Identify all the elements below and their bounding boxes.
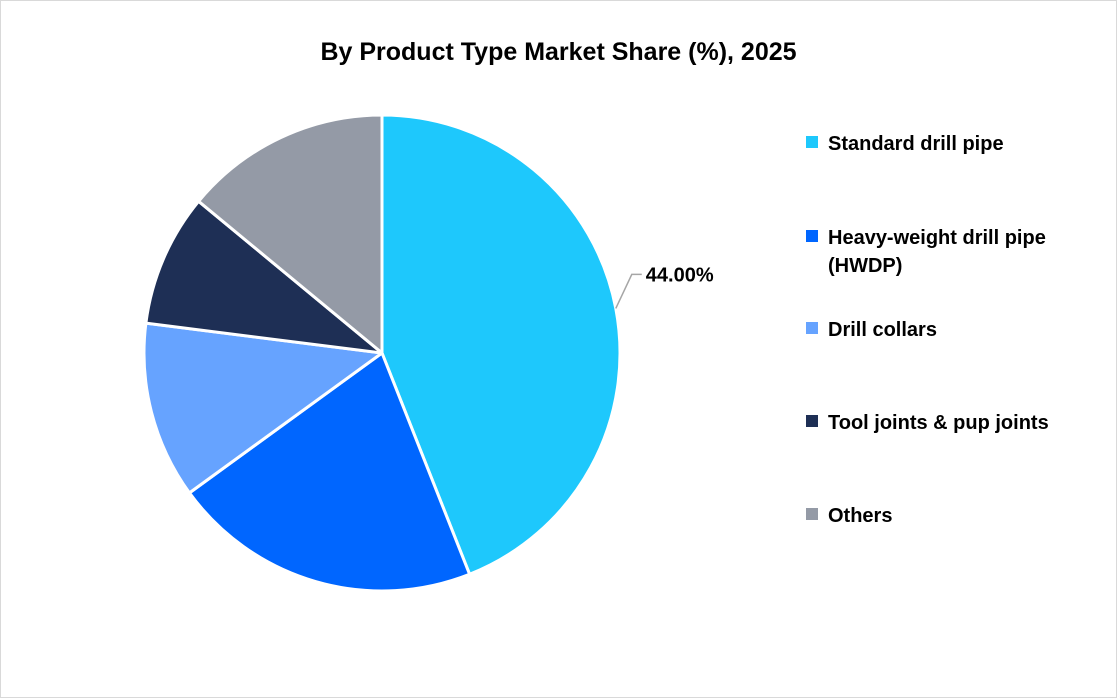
legend-item-drill-collars: Drill collars [806,316,1098,344]
legend-label: Tool joints & pup joints [828,412,1049,434]
data-label-leader-line [615,273,642,309]
pie-slice-others [197,113,384,355]
pie-slice-tool-joints-pup-joints [144,199,384,355]
chart-title: By Product Type Market Share (%), 2025 [320,38,797,66]
pie-slice-heavy-weight-drill-pipe [187,351,472,593]
legend-label: Drill collars [828,319,937,341]
legend-swatch [806,230,818,242]
legend-item-heavy-weight-drill-pipe: Heavy-weight drill pipe (HWDP) [806,224,1098,280]
legend-swatch [806,136,818,148]
legend-item-standard-drill-pipe: Standard drill pipe [806,130,1098,158]
legend-swatch [806,508,818,520]
legend-swatch [806,322,818,334]
legend-label: Heavy-weight drill pipe (HWDP) [828,227,1046,277]
pie-slice-drill-collars [142,321,384,495]
legend-swatch [806,415,818,427]
legend-item-others: Others [806,502,1098,530]
legend-label: Others [828,505,893,527]
legend-item-tool-joints-pup-joints: Tool joints & pup joints [806,409,1098,437]
legend-label: Standard drill pipe [828,133,1004,155]
data-label-standard-drill-pipe: 44.00% [646,264,714,286]
